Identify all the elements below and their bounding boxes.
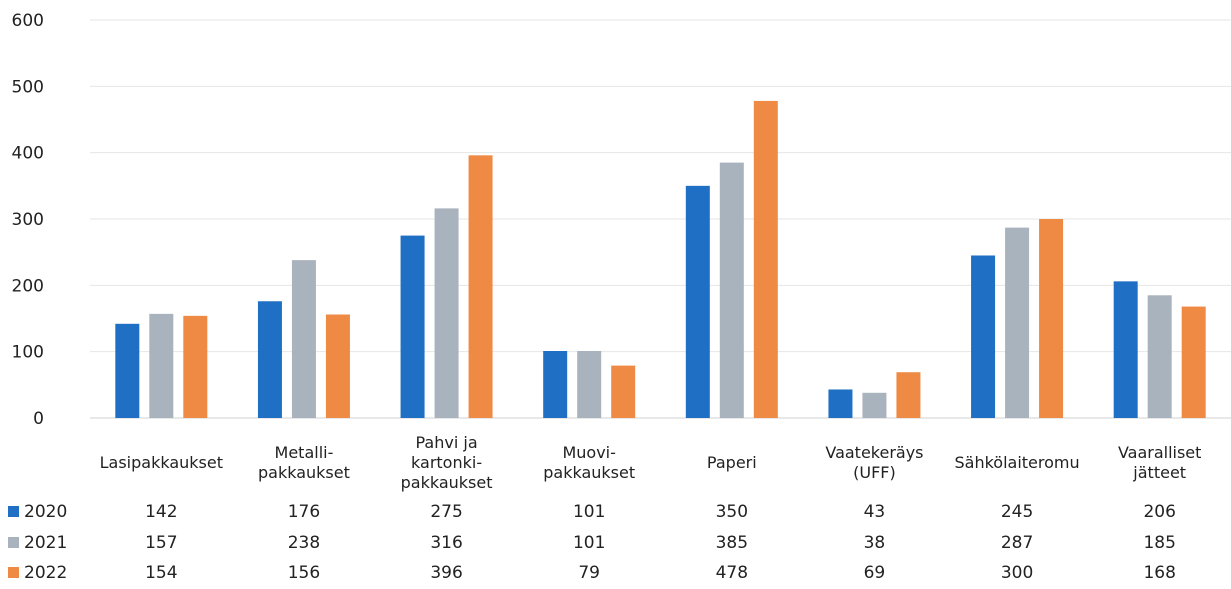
bar <box>1005 227 1030 418</box>
category-label: pakkaukset <box>258 463 350 482</box>
data-table-value: 478 <box>716 563 748 583</box>
bar <box>1181 306 1206 418</box>
category-label: pakkaukset <box>543 463 635 482</box>
data-table-value: 300 <box>1001 563 1033 583</box>
category-label: Metalli- <box>275 443 334 462</box>
bar <box>325 314 350 418</box>
category-label: pakkaukset <box>401 473 493 492</box>
y-tick-label: 300 <box>12 210 44 230</box>
data-table-value: 316 <box>430 533 462 553</box>
data-table-value: 157 <box>145 533 177 553</box>
data-table: 2020 142 176 275 101 350 43 245 206 2021 157 238 316… <box>8 502 1176 583</box>
bar <box>971 255 996 418</box>
data-table-value: 142 <box>145 502 177 522</box>
category-label: Sähkölaiteromu <box>954 453 1079 472</box>
data-table-value: 245 <box>1001 502 1033 522</box>
bar <box>1039 219 1064 418</box>
category-label: Vaatekeräys <box>825 443 923 462</box>
data-table-value: 101 <box>573 502 605 522</box>
data-table-value: 156 <box>288 563 320 583</box>
data-table-value: 79 <box>578 563 600 583</box>
category-label: kartonki- <box>411 453 482 472</box>
bar <box>611 365 636 418</box>
category-label: Pahvi ja <box>416 433 478 452</box>
data-table-value: 154 <box>145 563 177 583</box>
category-label: Lasipakkaukset <box>100 453 223 472</box>
data-table-value: 350 <box>716 502 748 522</box>
bar <box>400 235 425 418</box>
bar <box>183 315 208 418</box>
bar <box>862 392 887 418</box>
legend-swatch-2020 <box>8 506 19 517</box>
y-tick-label: 100 <box>12 343 44 363</box>
data-table-value: 185 <box>1143 533 1175 553</box>
data-table-value: 38 <box>864 533 886 553</box>
bar <box>1147 295 1172 418</box>
legend-swatch-2021 <box>8 537 19 548</box>
y-tick-label: 200 <box>12 276 44 296</box>
legend-swatch-2022 <box>8 567 19 578</box>
bar <box>828 389 853 418</box>
data-table-value: 176 <box>288 502 320 522</box>
data-table-value: 69 <box>864 563 886 583</box>
bar <box>291 260 316 418</box>
bar <box>149 313 174 418</box>
y-tick-label: 600 <box>12 11 44 31</box>
bar <box>1113 281 1138 418</box>
bar <box>719 162 744 418</box>
bars <box>115 100 1206 418</box>
bar <box>577 351 602 418</box>
y-tick-label: 500 <box>12 77 44 97</box>
legend-label-2020: 2020 <box>24 502 67 522</box>
bar <box>257 301 282 418</box>
legend-label-2021: 2021 <box>24 533 67 553</box>
data-table-value: 206 <box>1143 502 1175 522</box>
data-table-value: 43 <box>864 502 886 522</box>
bar <box>543 351 568 418</box>
y-tick-label: 400 <box>12 144 44 164</box>
bar <box>753 100 778 418</box>
category-labels: Lasipakkaukset Metalli-pakkaukset Pahvi ja… <box>100 433 1202 492</box>
data-table-value: 396 <box>430 563 462 583</box>
bar <box>468 155 493 418</box>
category-label: Vaaralliset <box>1118 443 1201 462</box>
data-table-value: 385 <box>716 533 748 553</box>
data-table-value: 168 <box>1143 563 1175 583</box>
data-table-value: 275 <box>430 502 462 522</box>
bar <box>685 185 710 418</box>
data-table-value: 101 <box>573 533 605 553</box>
data-table-value: 287 <box>1001 533 1033 553</box>
bar <box>896 372 921 418</box>
category-label: jätteet <box>1132 463 1186 482</box>
category-label: Paperi <box>707 453 757 472</box>
y-tick-label: 0 <box>33 409 44 429</box>
legend-label-2022: 2022 <box>24 563 67 583</box>
data-table-value: 238 <box>288 533 320 553</box>
bar <box>115 323 140 418</box>
y-axis-ticks: 0 100 200 300 400 500 600 <box>12 11 44 429</box>
category-label: (UFF) <box>853 463 896 482</box>
bar <box>434 208 459 418</box>
category-label: Muovi- <box>562 443 615 462</box>
